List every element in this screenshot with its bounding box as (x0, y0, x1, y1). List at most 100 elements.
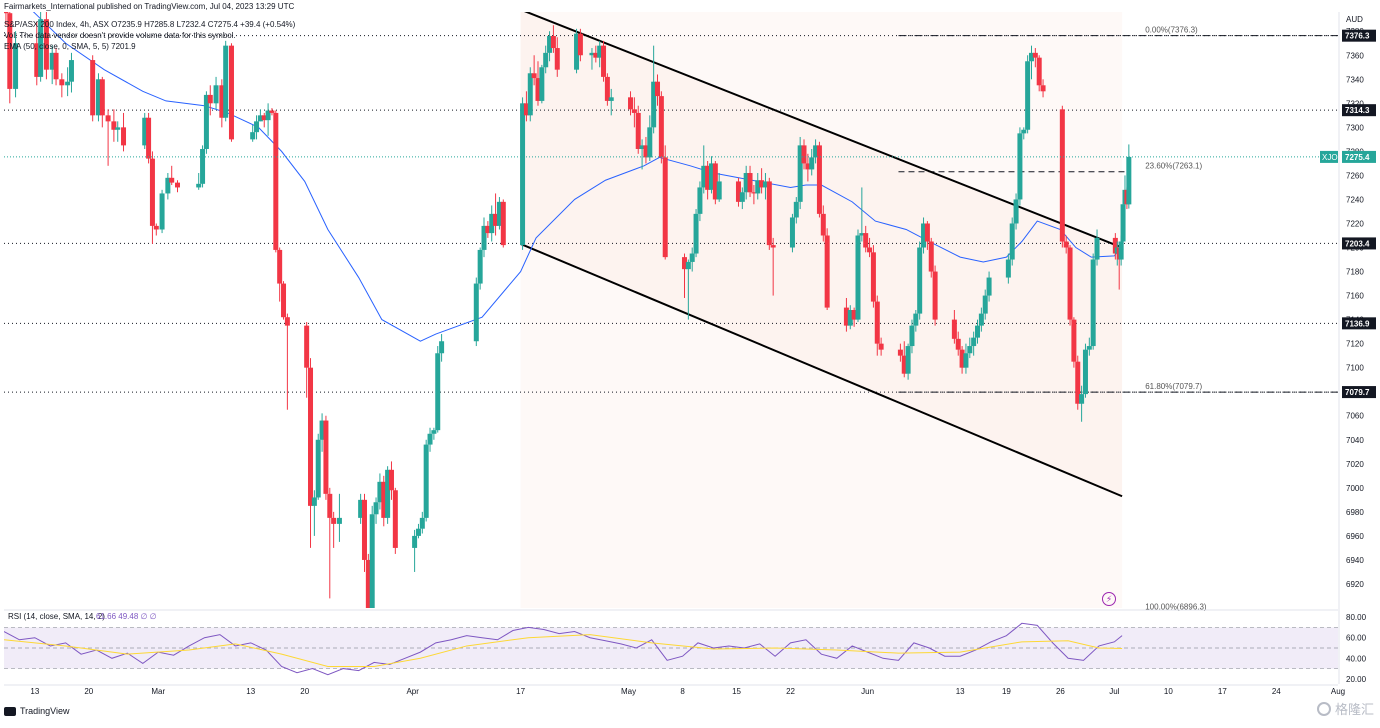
candle-body (535, 78, 541, 101)
candle-body (593, 52, 599, 58)
candle-body (228, 45, 234, 140)
candle (49, 45, 55, 85)
price-tick-label: 6980 (1346, 508, 1364, 517)
range-fill (520, 12, 1123, 608)
candle (909, 319, 915, 354)
candle (982, 289, 988, 320)
candle-body (963, 353, 969, 368)
candle-body (747, 173, 753, 193)
candle-body (959, 349, 965, 368)
candle (203, 91, 209, 154)
candle (1059, 105, 1065, 248)
candle-body (705, 165, 711, 190)
tradingview-logo[interactable]: TradingView (4, 706, 70, 716)
candle (793, 197, 799, 224)
candle (1021, 127, 1027, 140)
candle-body (928, 241, 934, 272)
candle-body (477, 249, 483, 284)
level-label: 7314.3 (1345, 106, 1370, 115)
candle (921, 217, 927, 254)
candle (523, 91, 529, 122)
candle (547, 31, 553, 62)
candle-body (820, 213, 826, 236)
ema-legend[interactable]: EMA (50, close, 0, SMA, 5, 5) 7201.9 (4, 42, 136, 51)
candle (111, 109, 117, 142)
candle-body (905, 346, 911, 374)
level-label-bg (1342, 386, 1376, 399)
candle-body (277, 249, 283, 284)
candle (207, 85, 213, 116)
symbol-line[interactable]: S&P/ASX 200 Index, 4h, ASX O7235.9 H7285… (4, 20, 296, 29)
candle-body (921, 223, 927, 248)
channel-lower-line (520, 242, 1123, 498)
candle (273, 110, 279, 253)
candle-body (431, 430, 437, 434)
candle (308, 358, 314, 548)
candle-body (207, 94, 213, 104)
candle-body (415, 528, 421, 536)
x-tick-label: 22 (786, 687, 795, 696)
candle (277, 247, 283, 302)
candle (169, 165, 175, 186)
candle-body (105, 115, 111, 122)
symbol-tag-bg (1320, 150, 1338, 163)
level-label-bg (1342, 29, 1376, 42)
candle-body (716, 181, 722, 200)
candle-body (589, 52, 595, 56)
candle-body (1120, 204, 1126, 242)
candle-body (159, 193, 165, 230)
price-tick-label: 7360 (1346, 51, 1364, 60)
candle (535, 61, 541, 106)
candle (65, 67, 71, 97)
candle-body (427, 433, 433, 445)
candle-body (743, 173, 749, 193)
candle (336, 493, 342, 542)
candle (685, 259, 691, 320)
candle-body (142, 117, 148, 146)
candle (153, 223, 159, 236)
channel-upper-line (523, 12, 1123, 249)
candle-body (681, 257, 687, 270)
candle-body (257, 115, 263, 122)
candle (905, 343, 911, 380)
candle (381, 475, 387, 527)
candle-body (369, 514, 375, 608)
candle (955, 331, 961, 356)
candle (99, 76, 105, 128)
price-tick-label: 7100 (1346, 364, 1364, 373)
candle-body (1126, 156, 1132, 205)
candle (1013, 193, 1019, 230)
candle-body (4, 12, 9, 14)
candle (1094, 229, 1100, 266)
candle-body (531, 73, 537, 79)
candle (550, 25, 556, 53)
rsi-title: RSI (14, close, SMA, 14, 2) (8, 612, 105, 621)
candle-body (604, 76, 610, 101)
candle (257, 109, 263, 122)
candle (631, 97, 637, 128)
candle (593, 45, 599, 63)
candle (331, 511, 337, 548)
candle-body (1112, 237, 1118, 254)
candle (712, 161, 718, 205)
candle-body (689, 253, 695, 262)
fib-label: 0.00%(7376.3) (1145, 26, 1198, 35)
lightning-icon[interactable]: ⚡ (1102, 592, 1116, 606)
candle-body (1090, 259, 1096, 347)
candle-body (851, 310, 857, 320)
candle-body (373, 502, 379, 515)
candle (105, 109, 111, 166)
level-label-bg (1342, 317, 1376, 330)
x-tick-label: 8 (680, 687, 685, 696)
x-tick-label: 17 (516, 687, 525, 696)
candle (708, 156, 714, 194)
candle-body (311, 497, 317, 506)
candle (1028, 45, 1034, 80)
candle-body (219, 85, 225, 118)
candle-body (824, 235, 830, 308)
price-tick-label: 7220 (1346, 219, 1364, 228)
candle-body (1040, 85, 1046, 92)
candle (1126, 144, 1132, 209)
candle (200, 145, 206, 188)
